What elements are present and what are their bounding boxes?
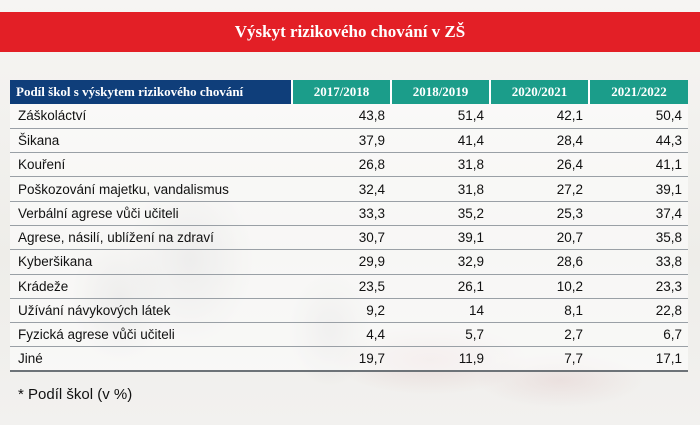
- row-value: 33,8: [589, 249, 688, 275]
- row-value: 32,4: [292, 176, 391, 202]
- row-value: 4,4: [292, 322, 391, 348]
- row-label: Záškoláctví: [10, 104, 292, 129]
- header-year: 2021/2022: [588, 80, 688, 104]
- header-year: 2017/2018: [291, 80, 391, 104]
- row-value: 30,7: [292, 225, 391, 251]
- row-value: 50,4: [589, 104, 688, 129]
- header-label: Podíl škol s výskytem rizikového chování: [10, 80, 292, 104]
- data-table-container: Podíl škol s výskytem rizikového chování…: [10, 80, 688, 373]
- footnote: * Podíl škol (v %): [18, 386, 133, 403]
- row-value: 26,8: [292, 152, 391, 178]
- risk-behavior-table: Podíl škol s výskytem rizikového chování…: [10, 80, 688, 373]
- header-year: 2018/2019: [390, 80, 490, 104]
- row-value: 6,7: [589, 322, 688, 348]
- row-label: Užívání návykových látek: [10, 298, 292, 324]
- row-label: Krádeže: [10, 274, 292, 299]
- row-value: 41,1: [589, 152, 688, 178]
- row-value: 31,8: [391, 152, 490, 178]
- row-value: 43,8: [292, 104, 391, 129]
- row-value: 39,1: [391, 225, 490, 251]
- row-value: 29,9: [292, 249, 391, 275]
- row-value: 8,1: [490, 298, 589, 324]
- row-value: 31,8: [391, 176, 490, 202]
- row-label: Verbální agrese vůči učiteli: [10, 201, 292, 226]
- header-year: 2020/2021: [489, 80, 589, 104]
- table-row: Jiné 19,7 11,9 7,7 17,1: [10, 346, 688, 373]
- table-header-row: Podíl škol s výskytem rizikového chování…: [10, 80, 688, 104]
- row-label: Fyzická agrese vůči učiteli: [10, 322, 292, 348]
- table-row: Agrese, násilí, ublížení na zdraví 30,7 39…: [10, 225, 688, 251]
- row-value: 42,1: [490, 104, 589, 129]
- row-value: 22,8: [589, 298, 688, 324]
- row-value: 23,3: [589, 274, 688, 299]
- row-value: 25,3: [490, 201, 589, 226]
- row-value: 28,4: [490, 128, 589, 154]
- row-value: 26,1: [391, 274, 490, 299]
- table-row: Kyberšikana 29,9 32,9 28,6 33,8: [10, 249, 688, 275]
- row-value: 7,7: [490, 346, 589, 373]
- row-label: Poškozování majetku, vandalismus: [10, 176, 292, 202]
- table-row: Kouření 26,8 31,8 26,4 41,1: [10, 152, 688, 178]
- row-value: 20,7: [490, 225, 589, 251]
- table-row: Krádeže 23,5 26,1 10,2 23,3: [10, 274, 688, 299]
- row-value: 35,8: [589, 225, 688, 251]
- row-value: 11,9: [391, 346, 490, 373]
- row-label: Agrese, násilí, ublížení na zdraví: [10, 225, 292, 251]
- row-value: 33,3: [292, 201, 391, 226]
- row-value: 37,4: [589, 201, 688, 226]
- row-value: 5,7: [391, 322, 490, 348]
- row-value: 41,4: [391, 128, 490, 154]
- row-value: 35,2: [391, 201, 490, 226]
- row-label: Kyberšikana: [10, 249, 292, 275]
- row-value: 2,7: [490, 322, 589, 348]
- table-row: Poškozování majetku, vandalismus 32,4 31,8…: [10, 176, 688, 202]
- row-value: 26,4: [490, 152, 589, 178]
- row-value: 17,1: [589, 346, 688, 373]
- row-value: 10,2: [490, 274, 589, 299]
- row-label: Šikana: [10, 128, 292, 154]
- row-value: 39,1: [589, 176, 688, 202]
- table-row: Verbální agrese vůči učiteli 33,3 35,2 25,3…: [10, 201, 688, 226]
- row-value: 32,9: [391, 249, 490, 275]
- title-bar: Výskyt rizikového chování v ZŠ: [0, 12, 700, 52]
- row-value: 51,4: [391, 104, 490, 129]
- row-value: 27,2: [490, 176, 589, 202]
- table-row: Šikana 37,9 41,4 28,4 44,3: [10, 128, 688, 154]
- table-row: Záškoláctví 43,8 51,4 42,1 50,4: [10, 104, 688, 129]
- row-value: 28,6: [490, 249, 589, 275]
- row-value: 37,9: [292, 128, 391, 154]
- row-label: Jiné: [10, 346, 292, 373]
- row-value: 23,5: [292, 274, 391, 299]
- row-value: 9,2: [292, 298, 391, 324]
- table-row: Fyzická agrese vůči učiteli 4,4 5,7 2,7 6,7: [10, 322, 688, 348]
- row-value: 19,7: [292, 346, 391, 373]
- row-label: Kouření: [10, 152, 292, 178]
- table-row: Užívání návykových látek 9,2 14 8,1 22,8: [10, 298, 688, 324]
- row-value: 44,3: [589, 128, 688, 154]
- row-value: 14: [391, 298, 490, 324]
- page-title: Výskyt rizikového chování v ZŠ: [234, 22, 466, 41]
